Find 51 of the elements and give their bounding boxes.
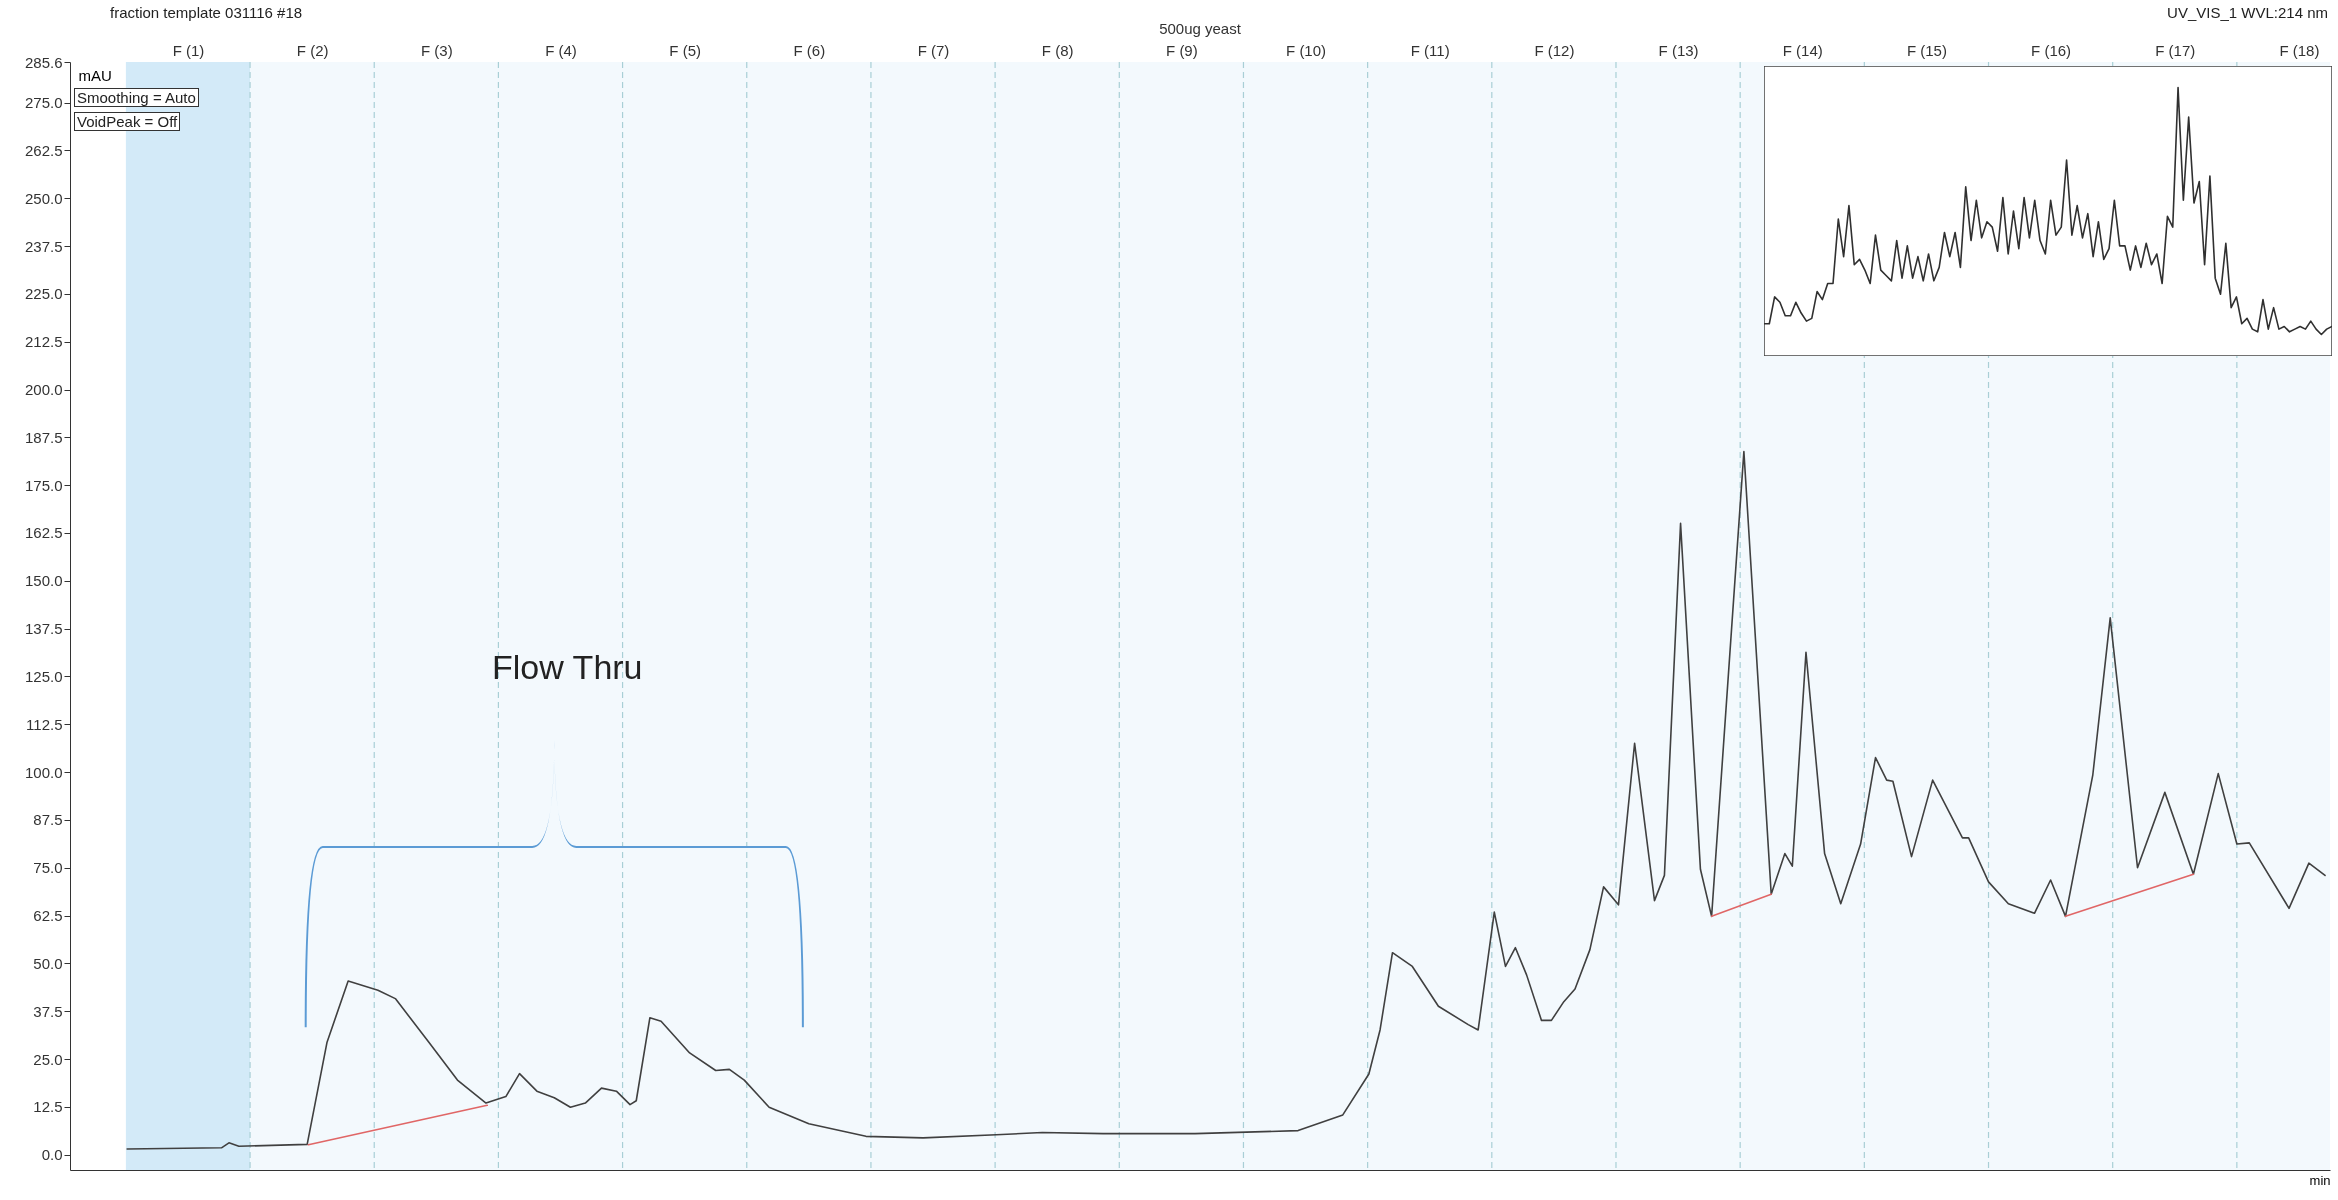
y-tick-label: 12.5 bbox=[33, 1098, 63, 1116]
x-tick-label: F (16) bbox=[2031, 41, 2072, 59]
x-axis-title: min bbox=[2309, 1172, 2331, 1188]
x-tick-label: F (6) bbox=[793, 41, 826, 59]
y-tick-label: 87.5 bbox=[33, 811, 63, 829]
x-tick-label: F (5) bbox=[669, 41, 702, 59]
x-tick-label: F (12) bbox=[1534, 41, 1575, 59]
y-tick-label: 0.0 bbox=[41, 1146, 63, 1164]
x-tick-label: F (4) bbox=[545, 41, 577, 59]
y-tick-label: 262.5 bbox=[24, 141, 63, 159]
y-tick-label: 162.5 bbox=[24, 524, 63, 542]
line-series bbox=[126, 450, 2326, 1150]
text: fraction template 031116 #18 bbox=[110, 4, 303, 21]
annotation: Smoothing = Auto bbox=[74, 88, 199, 107]
x-tick-label: F (2) bbox=[296, 41, 329, 59]
x-tick-label: F (9) bbox=[1166, 41, 1198, 59]
x-tick-label: F (17) bbox=[2155, 41, 2196, 59]
y-tick-label: 225.0 bbox=[24, 285, 63, 303]
y-tick-label: 137.5 bbox=[24, 620, 63, 638]
annotation: Flow Thru bbox=[492, 648, 643, 687]
y-tick-label: 75.0 bbox=[33, 859, 63, 877]
y-tick-label: 285.6 bbox=[24, 53, 63, 71]
y-tick-label: 187.5 bbox=[24, 428, 63, 446]
x-tick-label: F (1) bbox=[172, 41, 205, 59]
y-tick-label: 25.0 bbox=[33, 1050, 63, 1068]
x-tick-label: F (15) bbox=[1906, 41, 1947, 59]
y-tick-label: 237.5 bbox=[24, 237, 63, 255]
x-tick-label: F (3) bbox=[420, 41, 453, 59]
x-tick-label: F (8) bbox=[1041, 41, 1074, 59]
y-tick-label: 175.0 bbox=[24, 476, 63, 494]
annotation: VoidPeak = Off bbox=[74, 112, 181, 131]
y-tick-label: 62.5 bbox=[33, 907, 63, 925]
y-tick-label: 37.5 bbox=[33, 1002, 63, 1020]
y-tick-label: 200.0 bbox=[24, 381, 63, 398]
y-tick-label: 250.0 bbox=[24, 189, 63, 207]
y-tick-label: 125.0 bbox=[24, 667, 63, 685]
y-tick-label: 150.0 bbox=[24, 572, 63, 590]
x-tick-label: F (13) bbox=[1658, 41, 1699, 59]
y-tick-label: 212.5 bbox=[24, 333, 63, 351]
x-tick-label: F (7) bbox=[917, 41, 950, 59]
x-tick-label: F (10) bbox=[1286, 41, 1327, 59]
chart-title: 500ug yeast bbox=[1159, 20, 1242, 37]
x-tick-label: F (11) bbox=[1410, 41, 1450, 59]
y-tick-label: 50.0 bbox=[33, 954, 63, 972]
x-tick-label: F (14) bbox=[1782, 41, 1823, 59]
text: UV_VIS_1 WVL:214 nm bbox=[2167, 4, 2328, 21]
y-tick-label: 100.0 bbox=[24, 763, 63, 781]
y-tick-label: 275.0 bbox=[24, 94, 63, 112]
y-tick-label: 112.5 bbox=[26, 715, 63, 733]
x-tick-label: F (18) bbox=[2279, 41, 2320, 59]
y-axis-title: mAU bbox=[78, 66, 112, 84]
